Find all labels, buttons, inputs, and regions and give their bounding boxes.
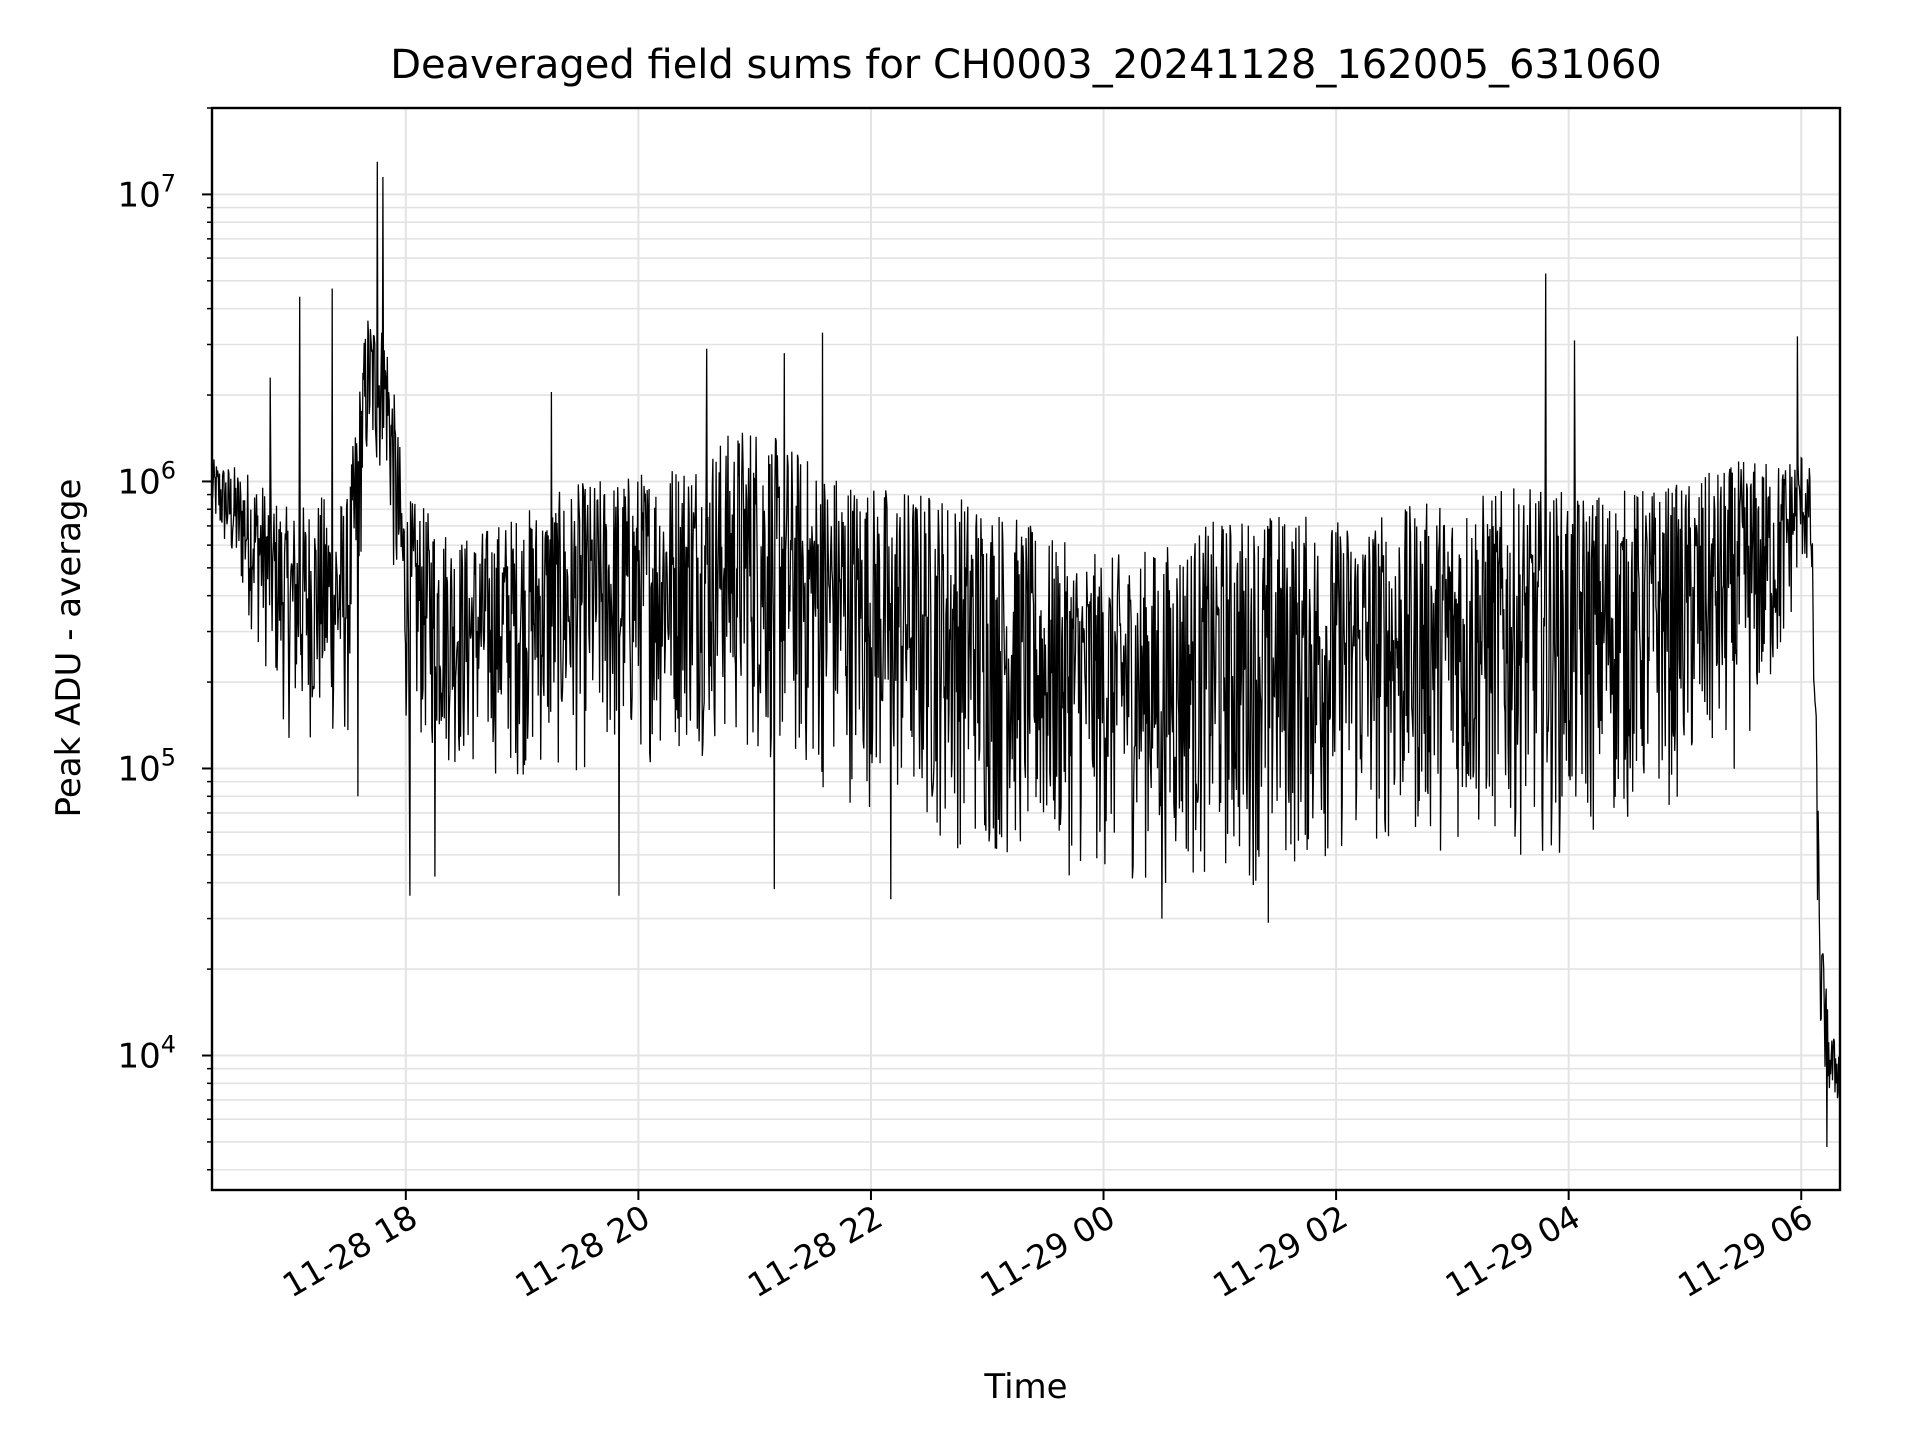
y-tick-label: 106 bbox=[117, 456, 176, 502]
x-axis-label: Time bbox=[983, 1367, 1067, 1407]
y-axis-ticks: 104 105 106 107 bbox=[117, 107, 212, 1171]
series-line bbox=[211, 161, 1841, 1148]
y-tick-label: 105 bbox=[117, 743, 176, 789]
chart-title: Deaveraged field sums for CH0003_2024112… bbox=[390, 42, 1662, 88]
data-series-line bbox=[211, 161, 1841, 1148]
y-axis-label: Peak ADU - average bbox=[49, 479, 89, 818]
y-tick-label: 107 bbox=[117, 169, 176, 215]
y-tick-label: 104 bbox=[117, 1031, 176, 1077]
plot-frame bbox=[210, 106, 1842, 1192]
